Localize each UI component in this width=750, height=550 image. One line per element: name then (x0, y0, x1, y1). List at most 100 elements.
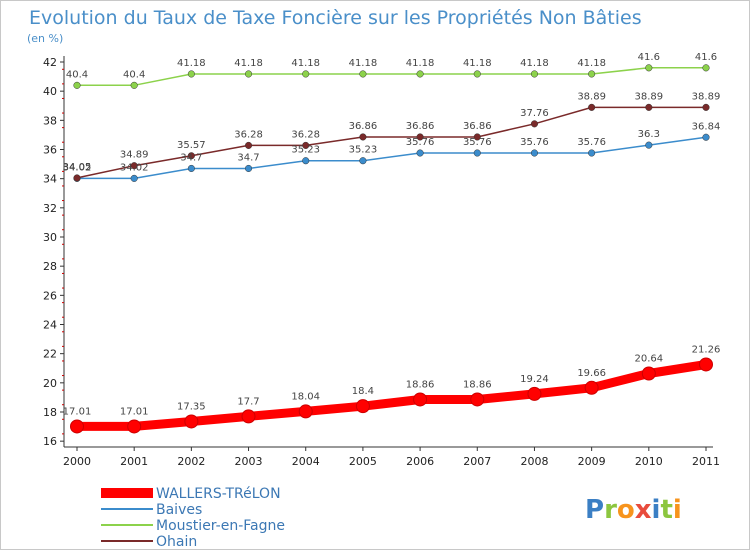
data-label: 19.24 (520, 374, 549, 385)
x-tick-label: 2011 (692, 455, 720, 468)
x-tick-label: 2003 (235, 455, 263, 468)
data-point (187, 164, 195, 173)
data-label: 36.86 (406, 121, 435, 132)
legend-label: Ohain (156, 534, 197, 549)
data-label: 34.7 (237, 152, 259, 163)
series-layer (70, 64, 713, 434)
data-label: 21.26 (692, 344, 721, 355)
x-tick-label: 2005 (349, 455, 377, 468)
x-tick-label: 2004 (292, 455, 320, 468)
data-label: 35.76 (463, 137, 492, 148)
x-tick-label: 2010 (635, 455, 663, 468)
data-label: 35.23 (349, 145, 378, 156)
y-tick-label: 22 (43, 348, 57, 361)
data-label: 17.01 (120, 406, 149, 417)
legend-swatch (101, 524, 153, 526)
data-point (244, 141, 253, 149)
data-label: 41.18 (177, 58, 206, 69)
data-label: 36.86 (349, 121, 378, 132)
legend: WALLERS-TRéLONBaivesMoustier-en-FagneOha… (101, 486, 285, 549)
data-point (470, 392, 485, 407)
data-label: 35.76 (577, 137, 606, 148)
data-label: 36.86 (463, 121, 492, 132)
data-label: 41.18 (349, 58, 378, 69)
data-point (530, 70, 539, 78)
data-label: 34.89 (120, 150, 149, 161)
legend-label: Baives (156, 502, 202, 518)
x-tick-label: 2002 (177, 455, 205, 468)
series-line (76, 106, 707, 179)
series-baives (73, 133, 710, 182)
y-tick-label: 32 (43, 202, 57, 215)
data-label: 18.86 (406, 379, 435, 390)
data-point (130, 162, 138, 170)
data-point (645, 103, 653, 111)
y-tick-label: 36 (43, 144, 57, 157)
series-wallers-tr-lon (70, 357, 713, 434)
data-point (530, 120, 539, 128)
series-moustier-en-fagne (73, 64, 710, 89)
data-label: 20.64 (634, 354, 663, 365)
data-point (588, 103, 596, 111)
data-point (244, 70, 253, 78)
data-point (413, 392, 428, 407)
data-label: 36.28 (291, 129, 320, 140)
data-point (73, 174, 81, 182)
y-tick-label: 18 (43, 406, 57, 419)
x-tick-label: 2000 (63, 455, 91, 468)
legend-swatch (101, 488, 153, 498)
y-tick-label: 42 (43, 56, 57, 69)
data-label: 17.35 (177, 401, 206, 412)
data-label: 36.28 (234, 129, 263, 140)
data-label: 38.89 (692, 91, 721, 102)
data-point (473, 70, 481, 78)
chart-title: Evolution du Taux de Taxe Foncière sur l… (29, 7, 642, 29)
data-point (645, 141, 653, 149)
data-label: 34.02 (63, 162, 92, 173)
data-label: 18.04 (291, 391, 320, 402)
data-label: 41.18 (234, 58, 263, 69)
data-label: 38.89 (577, 91, 606, 102)
data-point (130, 81, 138, 89)
logo-letter: o (617, 495, 635, 525)
x-tick-label: 2007 (463, 455, 491, 468)
logo-letter: t (660, 495, 672, 525)
data-point (416, 70, 424, 78)
data-label: 19.66 (577, 368, 606, 379)
data-label: 40.4 (66, 69, 88, 80)
data-point (527, 386, 542, 401)
data-labels: 40.4 40.4 41.18 41.18 41.18 41.18 41.18 41.18 41… (63, 52, 721, 418)
data-label: 34.05 (63, 162, 92, 173)
data-label: 41.18 (463, 58, 492, 69)
data-label: 18.86 (463, 379, 492, 390)
data-point (588, 149, 596, 157)
legend-swatch (101, 540, 153, 542)
y-tick-label: 28 (43, 260, 57, 273)
data-label: 17.7 (237, 396, 259, 407)
y-tick-label: 30 (43, 231, 57, 244)
series-line (76, 67, 707, 87)
data-label: 35.23 (291, 145, 320, 156)
data-point (130, 174, 138, 182)
legend-item: Baives (101, 502, 202, 518)
data-label: 41.6 (695, 52, 717, 63)
legend-swatch (101, 508, 153, 510)
logo-letter: P (585, 495, 604, 525)
data-label: 41.18 (577, 58, 606, 69)
data-point (302, 141, 310, 149)
data-point (244, 164, 253, 173)
data-point (241, 409, 256, 424)
data-point (359, 133, 367, 141)
data-point (702, 64, 710, 72)
proxiti-logo: Proxiti (585, 495, 682, 525)
data-point (187, 152, 195, 160)
data-label: 35.76 (520, 137, 549, 148)
data-label: 17.01 (63, 406, 92, 417)
data-point (641, 366, 656, 381)
logo-letter: r (604, 495, 617, 525)
data-label: 18.4 (352, 386, 374, 397)
data-point (530, 149, 539, 157)
series-ohain (73, 103, 710, 182)
y-tick-label: 16 (43, 435, 57, 448)
